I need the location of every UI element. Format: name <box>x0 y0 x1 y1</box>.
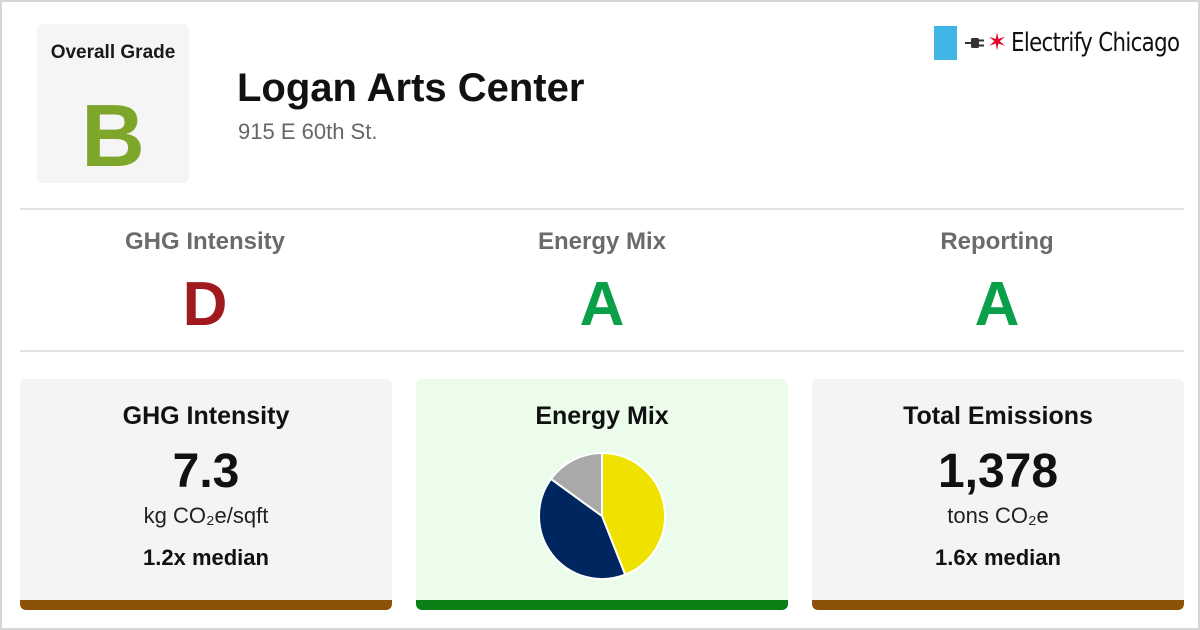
building-address: 915 E 60th St. <box>238 119 378 144</box>
divider <box>20 350 1184 352</box>
subgrade-reporting: Reporting A <box>812 228 1182 336</box>
ghg-intensity-median: 1.2x median <box>143 545 269 570</box>
ghg-intensity-value: 7.3 <box>172 445 240 498</box>
pie-slice-2 <box>549 451 603 518</box>
card-title: Total Emissions <box>903 402 1093 430</box>
plug-icon <box>965 38 984 48</box>
card-title: Energy Mix <box>535 402 669 430</box>
card-accent-bar <box>20 600 392 610</box>
logo-text: Electrify Chicago <box>1011 28 1180 58</box>
card-title: GHG Intensity <box>122 402 290 430</box>
card-accent-bar <box>416 600 788 610</box>
total-emissions-value: 1,378 <box>937 445 1059 498</box>
total-emissions-unit: tons CO₂e <box>947 503 1049 528</box>
ghg-intensity-card: GHG Intensity 7.3 kg CO₂e/sqft 1.2x medi… <box>20 379 392 610</box>
subgrade-letter: A <box>974 270 1020 339</box>
subgrade-letter: D <box>182 270 228 339</box>
total-emissions-card: Total Emissions 1,378 tons CO₂e 1.6x med… <box>812 379 1184 610</box>
pie-slice-1 <box>538 477 627 580</box>
electrify-chicago-logo[interactable]: ✶ Electrify Chicago <box>934 26 1200 60</box>
subgrade-label: Energy Mix <box>537 228 667 255</box>
ghg-intensity-unit: kg CO₂e/sqft <box>143 503 269 528</box>
overall-grade-box: Overall Grade B <box>37 24 189 183</box>
star-icon: ✶ <box>987 29 1008 56</box>
subgrade-label: Reporting <box>940 228 1054 255</box>
building-name: Logan Arts Center <box>237 66 585 110</box>
energy-mix-pie-chart <box>538 451 666 580</box>
energy-mix-card: Energy Mix <box>416 379 788 610</box>
pie-slice-0 <box>601 451 666 576</box>
total-emissions-median: 1.6x median <box>935 545 1061 570</box>
overall-grade-letter: B <box>81 86 145 185</box>
overall-grade-label: Overall Grade <box>50 42 176 63</box>
subgrade-energy-mix: Energy Mix A <box>417 228 787 336</box>
divider <box>20 208 1184 210</box>
card-accent-bar <box>812 600 1184 610</box>
subgrade-ghg-intensity: GHG Intensity D <box>20 228 390 336</box>
subgrade-letter: A <box>579 270 625 339</box>
subgrade-label: GHG Intensity <box>124 228 286 255</box>
chicago-flag-icon <box>934 26 957 60</box>
